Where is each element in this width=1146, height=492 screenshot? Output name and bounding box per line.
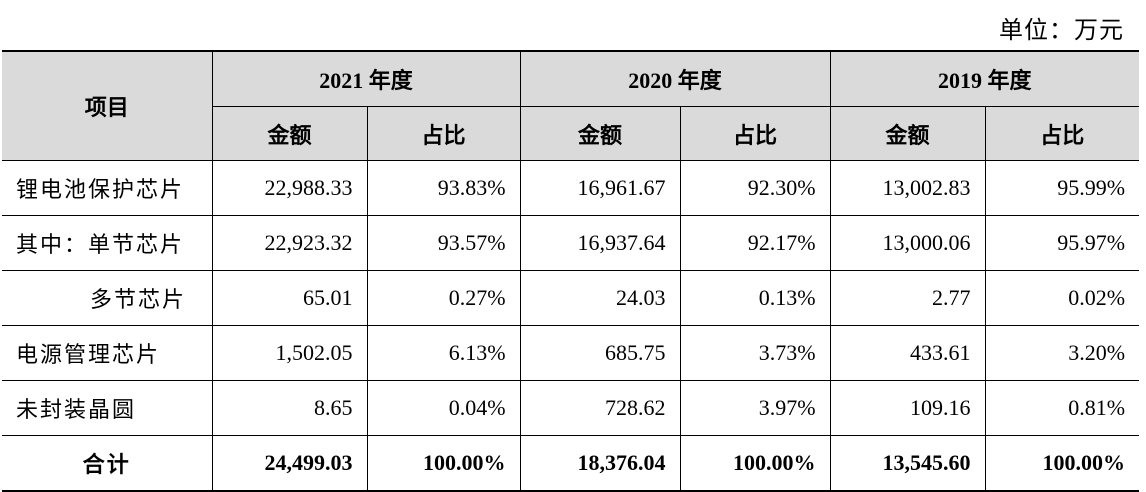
header-amount: 金额 — [519, 106, 681, 161]
row-label: 其中：单节芯片 — [2, 215, 212, 271]
cell-value: 0.13% — [679, 270, 831, 326]
cell-value: 93.83% — [366, 160, 521, 216]
cell-value: 22,923.32 — [211, 215, 367, 271]
row-label: 锂电池保护芯片 — [2, 160, 212, 216]
cell-value: 0.02% — [984, 270, 1140, 326]
table-row: 多节芯片 65.01 0.27% 24.03 0.13% 2.77 0.02% — [2, 270, 1140, 326]
cell-value: 433.61 — [829, 325, 986, 381]
cell-value: 18,376.04 — [519, 435, 681, 492]
cell-value: 3.20% — [984, 325, 1140, 381]
cell-value: 92.30% — [679, 160, 831, 216]
header-year-2020: 2020 年度 — [519, 50, 831, 107]
cell-value: 109.16 — [829, 380, 986, 436]
cell-value: 65.01 — [211, 270, 367, 326]
unit-label: 单位：万元 — [999, 18, 1124, 44]
row-label: 未封装晶圆 — [2, 380, 212, 436]
table-row: 其中：单节芯片 22,923.32 93.57% 16,937.64 92.17… — [2, 215, 1140, 271]
cell-value: 95.97% — [984, 215, 1140, 271]
cell-value: 728.62 — [519, 380, 681, 436]
header-item: 项目 — [2, 50, 213, 161]
cell-value: 3.73% — [679, 325, 831, 381]
row-label: 电源管理芯片 — [2, 325, 212, 381]
header-year-2019: 2019 年度 — [829, 50, 1140, 107]
cell-value: 16,937.64 — [519, 215, 681, 271]
cell-value: 13,002.83 — [829, 160, 986, 216]
revenue-table: 项目 2021 年度 2020 年度 2019 年度 金额 占比 金额 占比 金… — [2, 50, 1140, 492]
header-amount: 金额 — [829, 106, 986, 161]
cell-value: 100.00% — [366, 435, 521, 492]
header-amount: 金额 — [212, 106, 367, 161]
cell-value: 92.17% — [679, 215, 831, 271]
cell-value: 100.00% — [679, 435, 831, 492]
cell-value: 6.13% — [366, 325, 521, 381]
table-row: 锂电池保护芯片 22,988.33 93.83% 16,961.67 92.30… — [2, 160, 1140, 216]
cell-value: 22,988.33 — [211, 160, 367, 216]
total-row: 合计 24,499.03 100.00% 18,376.04 100.00% 1… — [2, 435, 1140, 492]
cell-value: 24.03 — [519, 270, 681, 326]
header-year-2021: 2021 年度 — [211, 50, 521, 107]
header-ratio: 占比 — [984, 106, 1140, 161]
header-ratio: 占比 — [679, 106, 831, 161]
cell-value: 8.65 — [211, 380, 367, 436]
cell-value: 1,502.05 — [211, 325, 367, 381]
cell-value: 0.81% — [984, 380, 1140, 436]
row-label: 多节芯片 — [2, 270, 212, 326]
cell-value: 16,961.67 — [519, 160, 681, 216]
cell-value: 95.99% — [984, 160, 1140, 216]
cell-value: 2.77 — [829, 270, 986, 326]
cell-value: 13,545.60 — [829, 435, 986, 492]
cell-value: 13,000.06 — [829, 215, 986, 271]
header-ratio: 占比 — [366, 106, 521, 161]
cell-value: 0.27% — [366, 270, 521, 326]
cell-value: 93.57% — [366, 215, 521, 271]
row-label: 合计 — [2, 435, 212, 492]
cell-value: 24,499.03 — [211, 435, 367, 492]
cell-value: 0.04% — [366, 380, 521, 436]
table-row: 未封装晶圆 8.65 0.04% 728.62 3.97% 109.16 0.8… — [2, 380, 1140, 436]
cell-value: 100.00% — [984, 435, 1140, 492]
table-row: 电源管理芯片 1,502.05 6.13% 685.75 3.73% 433.6… — [2, 325, 1140, 381]
cell-value: 3.97% — [679, 380, 831, 436]
cell-value: 685.75 — [519, 325, 681, 381]
